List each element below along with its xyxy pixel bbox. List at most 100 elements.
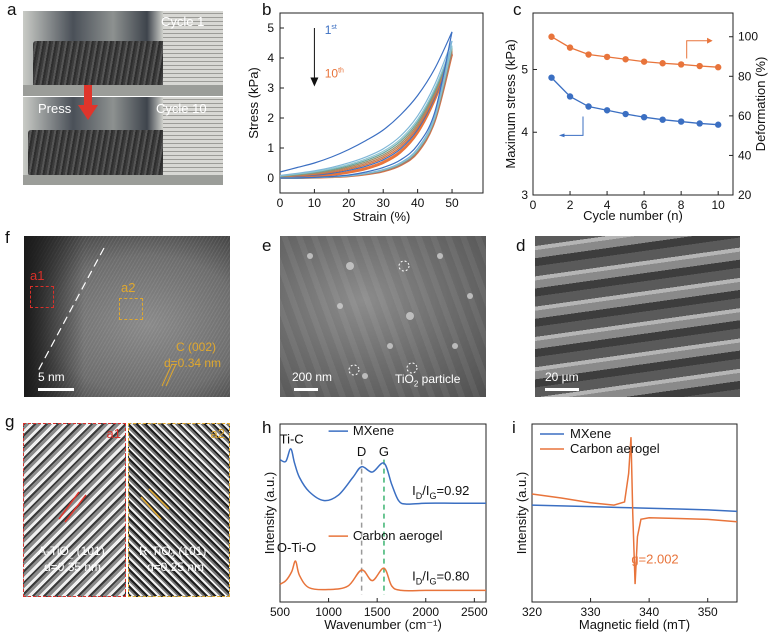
a2-d-spacing: d=0.25 nm xyxy=(147,560,205,574)
legend-label-carbon-aerogel: Carbon aerogel xyxy=(353,528,443,543)
x-tick-label: 500 xyxy=(270,605,290,619)
data-point-left xyxy=(566,93,574,100)
x-tick-label: 10 xyxy=(308,196,322,210)
photo-cycle-1: Cycle 1 xyxy=(23,11,223,96)
ratio-part: /I xyxy=(422,483,429,498)
x-tick-label: 40 xyxy=(411,196,425,210)
x-tick-label: 320 xyxy=(522,605,542,619)
data-point-left xyxy=(622,110,629,118)
id-ig-ratio-bottom: ID/IG=0.80 xyxy=(412,569,469,587)
data-point-left xyxy=(677,118,685,125)
x-tick-label: 30 xyxy=(377,196,391,210)
annotation-last-cycle: 10th xyxy=(325,67,344,81)
scale-bar-label: 5 nm xyxy=(38,370,65,384)
panel-label-e: e xyxy=(262,236,272,255)
y-right-tick-label: 60 xyxy=(738,109,752,123)
caption-text: particle xyxy=(418,372,461,386)
plot-h-frame xyxy=(279,423,487,603)
spectrum-mxene xyxy=(279,448,486,505)
y-tick-label: 1 xyxy=(267,141,274,155)
data-point-right xyxy=(603,53,611,61)
y-left-tick-label: 4 xyxy=(521,125,528,139)
y-left-axis-label: Maximum stress (kPa) xyxy=(503,39,518,168)
peak-label-ti-c: Ti-C xyxy=(280,432,304,447)
f-overlay xyxy=(37,247,177,387)
legend-label-mxene: MXene xyxy=(353,423,394,438)
id-ig-ratio-top: ID/IG=0.92 xyxy=(412,483,469,501)
x-tick-label: 350 xyxy=(698,605,718,619)
x-tick-label: 10 xyxy=(712,198,726,212)
data-point-right xyxy=(677,61,685,68)
g-factor-annotation: g=2.002 xyxy=(631,552,678,567)
data-point-right xyxy=(585,51,592,58)
panel-label-g: g xyxy=(5,412,15,431)
panel-label-i: i xyxy=(512,418,516,437)
sem-image-layers: 20 µm xyxy=(535,236,740,397)
aerogel-sample xyxy=(28,130,173,176)
ratio-part: D xyxy=(416,577,423,587)
data-point-left xyxy=(640,113,648,121)
spectrum-carbon-aerogel xyxy=(279,560,486,592)
data-point-left xyxy=(659,116,666,123)
region-label-a1: a1 xyxy=(30,268,45,283)
ratio-part: =0.92 xyxy=(437,483,470,498)
plane-text: A-TiO xyxy=(38,544,69,558)
panel-label-h: h xyxy=(262,418,272,437)
x-axis-label: Strain (%) xyxy=(353,209,411,224)
plot-c-frame xyxy=(532,12,734,196)
y-left-tick-label: 3 xyxy=(521,188,528,202)
y-right-tick-label: 100 xyxy=(738,30,758,44)
stress-curve-cycle-3-loading xyxy=(279,45,453,177)
y-left-tick-label: 5 xyxy=(521,62,528,76)
x-tick-label: 6 xyxy=(641,198,648,212)
ruler xyxy=(163,11,223,85)
x-axis-label: Magnetic field (mT) xyxy=(579,617,690,632)
x-axis-label: Wavenumber (cm⁻¹) xyxy=(324,617,442,632)
arrow-left-head xyxy=(558,133,565,138)
series-line-left xyxy=(551,77,719,126)
y-tick-label: 3 xyxy=(267,81,274,95)
data-point-right xyxy=(640,58,648,65)
data-point-left xyxy=(585,103,592,110)
y-right-tick-label: 20 xyxy=(738,188,752,202)
x-tick-label: 0 xyxy=(530,198,537,212)
a1-plane-label: A-TiO2 (101) xyxy=(38,544,105,560)
panel-label-d: d xyxy=(516,236,526,255)
x-tick-label: 20 xyxy=(342,196,356,210)
scale-bar-label: 200 nm xyxy=(292,370,333,384)
x-tick-label: 2 xyxy=(567,198,574,212)
peak-label-g: G xyxy=(379,444,389,459)
x-tick-label: 0 xyxy=(277,196,284,210)
data-point-left xyxy=(548,74,555,81)
legend-label: MXene xyxy=(570,426,611,441)
y-axis-label: Intensity (a.u.) xyxy=(262,472,277,554)
cycle-10-text: Cycle 10 xyxy=(156,101,207,116)
peak-label-d: D xyxy=(357,444,366,459)
x-tick-label: 340 xyxy=(639,605,659,619)
plane-text: (101) xyxy=(73,544,105,558)
sup: st xyxy=(331,24,337,31)
x-tick-label: 1000 xyxy=(315,605,342,619)
ratio-part: D xyxy=(416,491,423,501)
caption-text: TiO xyxy=(395,372,414,386)
arrow-right-head xyxy=(707,37,713,44)
data-point-right xyxy=(548,33,555,40)
tio2-caption: TiO2 particle xyxy=(395,372,460,388)
panel-label-c: c xyxy=(513,0,522,19)
stress-curve-cycle-9-loading xyxy=(279,53,453,179)
region-label-a2: a2 xyxy=(121,280,136,295)
series-line-right xyxy=(551,36,719,68)
stress-curve-cycle-6-loading xyxy=(279,50,453,178)
x-tick-label: 4 xyxy=(604,198,611,212)
ratio-part: G xyxy=(430,491,437,501)
ratio-part: /I xyxy=(422,569,429,584)
data-point-left xyxy=(603,107,611,114)
sem-image-tio2: 200 nm TiO2 particle xyxy=(280,236,486,397)
scale-bar xyxy=(294,388,318,391)
stage xyxy=(23,85,223,96)
y-right-axis-label: Deformation (%) xyxy=(753,57,768,152)
panel-label-b: b xyxy=(262,0,272,19)
surface-texture xyxy=(280,236,486,397)
region-label-a1: a1 xyxy=(106,426,121,441)
